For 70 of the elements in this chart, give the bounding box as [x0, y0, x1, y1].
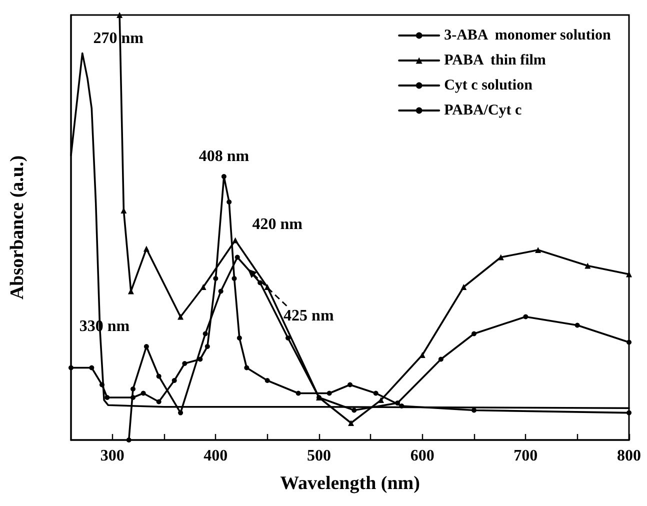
point: [200, 284, 206, 290]
x-tick-label: 300: [100, 448, 124, 464]
point: [523, 314, 528, 320]
point: [626, 410, 632, 416]
point: [438, 356, 444, 362]
point: [352, 408, 357, 413]
point: [126, 438, 132, 442]
point: [213, 276, 218, 281]
point: [574, 322, 580, 328]
point: [399, 404, 404, 408]
legend-label: 3-ABA monomer solution: [444, 28, 612, 44]
point: [348, 420, 354, 426]
point: [264, 378, 270, 383]
annotation: 270 nm: [93, 30, 144, 47]
point: [244, 365, 250, 370]
point: [472, 331, 476, 336]
x-tick-label: 600: [410, 448, 434, 464]
point: [626, 340, 632, 345]
point: [182, 361, 188, 366]
x-axis-title: Wavelength (nm): [280, 473, 420, 494]
point: [156, 374, 162, 379]
point: [258, 280, 263, 286]
x-tick-label: 800: [617, 448, 641, 464]
point: [535, 247, 542, 254]
point: [156, 399, 162, 404]
point: [236, 336, 242, 340]
point: [140, 390, 146, 396]
annotation: 420 nm: [252, 216, 304, 233]
point: [68, 365, 74, 370]
point: [232, 237, 238, 244]
point: [89, 365, 94, 370]
x-tick-label: 400: [204, 448, 228, 464]
point: [178, 314, 184, 320]
point: [226, 200, 232, 204]
annotation: 425 nm: [284, 307, 334, 324]
point: [395, 400, 400, 406]
point: [144, 344, 149, 349]
point: [104, 395, 110, 400]
point: [100, 382, 104, 388]
point: [378, 397, 384, 404]
point: [472, 408, 476, 413]
point: [130, 395, 136, 400]
point: [202, 331, 208, 336]
annotation: 408 nm: [198, 148, 250, 165]
legend-label: Cyt c solution: [444, 78, 534, 94]
point: [296, 390, 301, 396]
point: [221, 174, 226, 179]
point: [232, 276, 237, 281]
y-axis-title: Absorbance (a.u.): [7, 155, 28, 300]
point: [198, 356, 203, 362]
point: [172, 378, 177, 383]
point: [204, 344, 210, 349]
point: [326, 390, 332, 396]
point: [348, 382, 352, 388]
legend-label: PABA/Cyt c: [444, 102, 522, 118]
point: [116, 12, 123, 18]
x-tick-label: 500: [307, 448, 331, 464]
point: [584, 262, 591, 269]
point: [143, 246, 150, 252]
x-tick-label: 700: [514, 448, 538, 464]
point: [286, 336, 290, 340]
point: [498, 254, 504, 260]
point: [460, 284, 467, 290]
legend-label: PABA thin film: [444, 52, 546, 68]
point: [218, 288, 224, 294]
point: [178, 410, 184, 416]
point: [234, 254, 240, 260]
point: [130, 386, 136, 392]
point: [373, 390, 378, 396]
point: [264, 284, 270, 290]
